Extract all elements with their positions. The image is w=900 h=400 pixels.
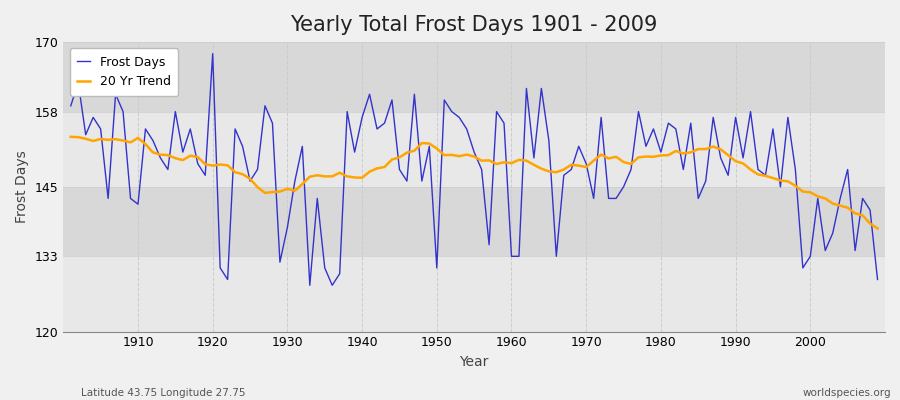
20 Yr Trend [66,134,77,139]
Line: Frost Days: Frost Days [71,54,878,285]
Frost Days [514,254,525,259]
Bar [63,256,885,332]
20 Yr Trend [334,170,345,175]
20 Yr Trend [506,161,517,166]
20 Yr Trend [290,188,301,193]
20 Yr Trend [596,152,607,157]
20 Yr Trend [125,140,136,145]
Title: Yearly Total Frost Days 1901 - 2009: Yearly Total Frost Days 1901 - 2009 [291,15,658,35]
X-axis label: Year: Year [460,355,489,369]
Frost Days [521,86,532,91]
Frost Days [304,283,315,288]
Frost Days [349,150,360,154]
Legend: Frost Days, 20 Yr Trend: Frost Days, 20 Yr Trend [69,48,178,96]
20 Yr Trend [872,226,883,231]
Bar [63,187,885,256]
Bar [63,112,885,187]
Frost Days [125,196,136,201]
Frost Days [872,277,883,282]
Y-axis label: Frost Days: Frost Days [15,150,29,223]
20 Yr Trend [499,160,509,165]
Frost Days [611,196,622,201]
Line: 20 Yr Trend: 20 Yr Trend [71,137,878,228]
Frost Days [297,144,308,149]
Text: worldspecies.org: worldspecies.org [803,388,891,398]
Frost Days [66,103,77,108]
Frost Days [207,51,218,56]
Text: Latitude 43.75 Longitude 27.75: Latitude 43.75 Longitude 27.75 [81,388,246,398]
Bar [63,42,885,112]
